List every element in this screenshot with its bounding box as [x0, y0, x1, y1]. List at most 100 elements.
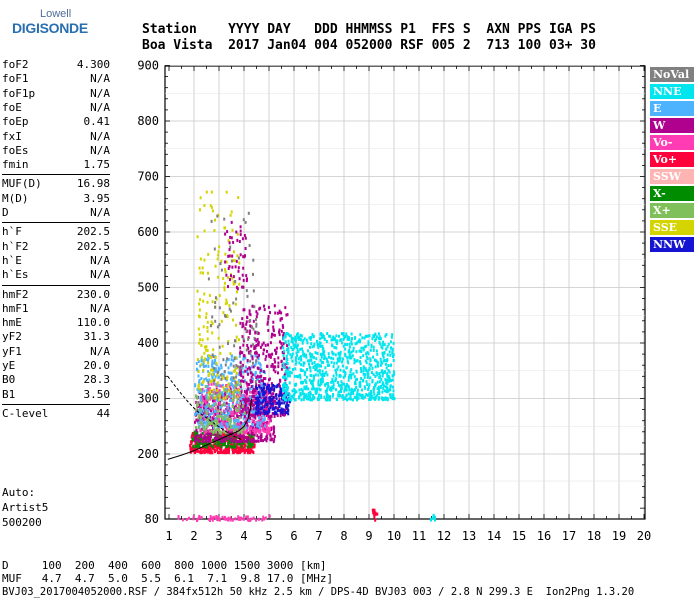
echo-point	[247, 418, 250, 422]
echo-point	[351, 354, 354, 358]
echo-point	[259, 366, 262, 370]
param-row-fof1: foF1 N/A	[2, 72, 110, 86]
echo-point	[230, 438, 233, 442]
echo-point	[200, 403, 203, 407]
echo-point	[230, 412, 233, 416]
echo-point	[220, 436, 223, 440]
echo-point	[222, 374, 225, 377]
echo-point	[215, 437, 218, 441]
param-label: B0	[2, 373, 16, 387]
echo-point	[255, 359, 258, 363]
echo-point	[259, 363, 262, 367]
echo-point	[236, 409, 238, 413]
echo-point	[253, 397, 256, 401]
echo-point	[391, 333, 394, 337]
echo-point	[273, 434, 276, 438]
echo-point	[379, 357, 382, 361]
echo-point	[362, 354, 365, 358]
echo-point	[241, 322, 244, 326]
echo-point	[241, 441, 244, 445]
echo-point	[254, 401, 257, 405]
echo-point	[210, 409, 213, 412]
echo-point	[335, 371, 338, 374]
echo-point	[383, 359, 386, 363]
echo-point	[303, 395, 306, 399]
echo-point	[240, 421, 243, 425]
echo-point	[314, 368, 317, 372]
echo-point	[229, 387, 232, 391]
echo-point	[202, 425, 205, 429]
echo-point	[246, 515, 249, 519]
echo-point	[204, 400, 207, 404]
footer-distance-row: D 100 200 400 600 800 1000 1500 3000 [km…	[2, 559, 327, 572]
echo-point	[322, 352, 325, 356]
echo-point	[255, 383, 258, 387]
echo-point	[200, 433, 202, 437]
echo-point	[217, 375, 220, 379]
echo-point	[319, 337, 322, 341]
echo-point	[329, 398, 331, 402]
echo-point	[295, 360, 298, 364]
echo-point	[384, 362, 387, 366]
echo-point	[366, 393, 369, 397]
echo-point	[256, 378, 259, 381]
echo-point	[301, 350, 304, 354]
echo-point	[231, 254, 234, 258]
echo-point	[235, 448, 237, 452]
echo-point	[372, 345, 375, 349]
echo-point	[269, 406, 272, 410]
echo-point	[332, 335, 335, 339]
echo-point	[254, 392, 257, 396]
echo-point	[199, 196, 202, 200]
echo-point	[319, 344, 322, 348]
echo-point	[209, 393, 212, 397]
echo-point	[288, 400, 291, 404]
echo-point	[266, 420, 269, 424]
echo-point	[340, 386, 343, 390]
echo-point	[280, 341, 283, 345]
echo-point	[262, 352, 265, 356]
echo-point	[213, 368, 216, 372]
echo-point	[240, 413, 243, 417]
echo-point	[285, 360, 288, 364]
echo-point	[213, 428, 216, 432]
echo-point	[260, 401, 263, 405]
echo-point	[348, 349, 351, 352]
echo-point	[296, 375, 299, 379]
echo-point	[365, 361, 368, 365]
echo-point	[355, 369, 358, 373]
echo-point	[272, 368, 275, 372]
echo-point	[277, 365, 280, 369]
echo-point	[294, 362, 297, 366]
echo-point	[276, 413, 279, 417]
echo-point	[227, 422, 230, 426]
echo-point	[282, 325, 285, 329]
echo-point	[244, 247, 247, 250]
echo-point	[218, 431, 221, 435]
echo-point	[352, 349, 355, 353]
echo-point	[370, 343, 373, 347]
echo-point	[294, 391, 296, 395]
echo-point	[226, 418, 229, 422]
echo-point	[225, 451, 227, 455]
echo-point	[312, 365, 315, 369]
echo-point	[378, 335, 381, 339]
echo-point	[200, 437, 203, 441]
echo-point	[221, 404, 223, 407]
echo-point	[260, 386, 263, 390]
echo-point	[280, 392, 283, 396]
echo-point	[375, 337, 378, 341]
echo-point	[309, 355, 312, 359]
echo-point	[199, 298, 202, 302]
echo-point	[283, 401, 286, 405]
echo-point	[353, 375, 356, 379]
series-w	[224, 220, 248, 291]
param-label: h`E	[2, 253, 22, 267]
echo-point	[246, 277, 248, 281]
echo-point	[366, 351, 369, 355]
echo-point	[228, 248, 231, 252]
echo-point	[295, 374, 298, 378]
echo-point	[253, 395, 256, 398]
echo-point	[225, 396, 228, 400]
echo-point	[230, 220, 233, 224]
